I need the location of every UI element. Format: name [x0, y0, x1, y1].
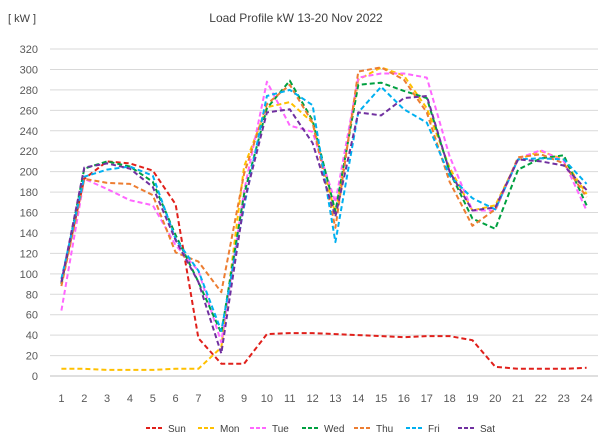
y-tick-label: 240: [20, 126, 38, 138]
legend: Sun Mon Tue Wed Thu Fri Sat: [146, 424, 495, 435]
x-tick-label: 15: [375, 393, 387, 405]
x-tick-label: 14: [352, 393, 364, 405]
x-tick-label: 21: [512, 393, 524, 405]
y-tick-label: 280: [20, 85, 38, 97]
legend-label-sun: Sun: [168, 424, 186, 435]
x-tick-label: 17: [421, 393, 433, 405]
legend-label-wed: Wed: [324, 424, 344, 435]
y-tick-label: 100: [20, 269, 38, 281]
x-tick-label: 24: [580, 393, 592, 405]
x-tick-label: 18: [443, 393, 455, 405]
legend-label-mon: Mon: [220, 424, 239, 435]
x-tick-label: 12: [306, 393, 318, 405]
legend-label-tue: Tue: [272, 424, 289, 435]
series-line-tue: [60, 72, 588, 344]
x-tick-label: 16: [398, 393, 410, 405]
legend-label-thu: Thu: [376, 424, 393, 435]
x-tick-label: 7: [195, 393, 201, 405]
x-tick-label: 3: [104, 393, 110, 405]
series-lines: [60, 66, 588, 371]
y-tick-label: 120: [20, 248, 38, 260]
x-tick-label: 20: [489, 393, 501, 405]
y-tick-label: 300: [20, 64, 38, 76]
x-axis-tick-labels: 1 2 3 4 5 6 7 8 9 10 11 12 13 14 15 16 17 18 19 20 21 22 23 24: [58, 393, 592, 405]
series-line-sun: [60, 160, 587, 370]
chart-title: Load Profile kW 13-20 Nov 2022: [209, 11, 383, 25]
series-line-mon: [61, 66, 588, 371]
x-tick-label: 23: [558, 393, 570, 405]
y-tick-label: 80: [26, 289, 38, 301]
y-axis-tick-labels: 0 20 40 60 80 100 120 140 160 180 200 220 240 260 280 3…: [20, 44, 38, 383]
legend-label-fri: Fri: [428, 424, 440, 435]
x-tick-label: 6: [173, 393, 179, 405]
x-tick-label: 22: [535, 393, 547, 405]
x-tick-label: 1: [58, 393, 64, 405]
y-tick-label: 0: [32, 371, 38, 383]
y-tick-label: 320: [20, 44, 38, 56]
y-tick-label: 200: [20, 167, 38, 179]
y-tick-label: 20: [26, 351, 38, 363]
series-line-sat: [60, 95, 588, 355]
y-tick-label: 180: [20, 187, 38, 199]
y-tick-label: 260: [20, 105, 38, 117]
y-unit-label: [ kW ]: [8, 13, 36, 25]
x-tick-label: 4: [127, 393, 133, 405]
y-tick-label: 140: [20, 228, 38, 240]
y-tick-label: 220: [20, 146, 38, 158]
y-tick-label: 160: [20, 208, 38, 220]
legend-label-sat: Sat: [480, 424, 495, 435]
x-tick-label: 8: [218, 393, 224, 405]
x-tick-label: 2: [81, 393, 87, 405]
x-tick-label: 13: [329, 393, 341, 405]
x-tick-label: 9: [241, 393, 247, 405]
series-line-fri: [60, 85, 588, 332]
y-tick-label: 40: [26, 330, 38, 342]
y-tick-label: 60: [26, 310, 38, 322]
x-tick-label: 11: [284, 393, 295, 405]
x-tick-label: 10: [261, 393, 273, 405]
gridlines: [50, 48, 598, 377]
series-line-wed: [60, 79, 588, 335]
x-tick-label: 19: [466, 393, 478, 405]
x-tick-label: 5: [150, 393, 156, 405]
